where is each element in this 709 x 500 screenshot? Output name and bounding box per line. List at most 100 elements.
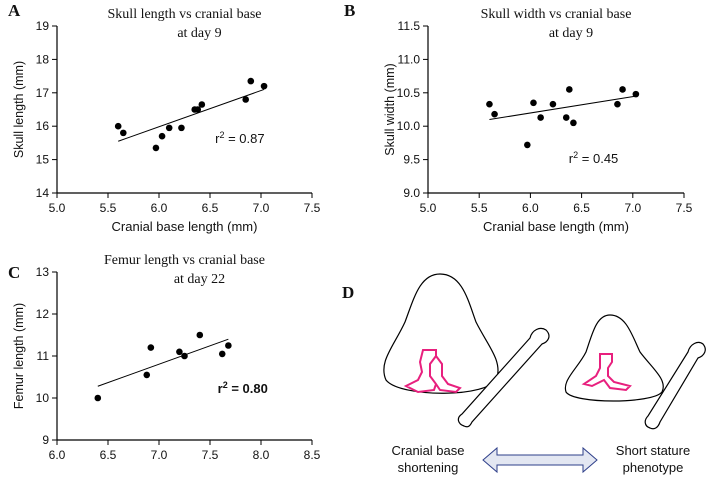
annotation-part: = 0.87 <box>224 131 264 146</box>
x-tick-label: 6.5 <box>573 201 590 215</box>
point <box>562 114 570 121</box>
point <box>152 144 160 152</box>
annotation-part: 2 <box>219 130 224 140</box>
x-tick-label: 8.5 <box>304 448 321 462</box>
x-tick-label: 7.5 <box>304 201 321 215</box>
y-tick-label: 12 <box>36 307 50 321</box>
annotation-part: = 0.80 <box>228 381 268 396</box>
y-tick-label: 15 <box>36 153 50 167</box>
femur <box>457 327 550 428</box>
chart-title: Skull length vs cranial base <box>108 7 262 22</box>
panel-letter: A <box>8 1 21 20</box>
point <box>147 344 155 351</box>
annotation: r2 = 0.87 <box>215 130 264 146</box>
y-axis-label: Skull length (mm) <box>12 61 26 158</box>
point <box>566 86 573 93</box>
y-tick-label: 10.5 <box>397 86 421 100</box>
diagram-text: Cranial base <box>392 443 465 458</box>
x-tick-label: 6.0 <box>151 201 168 215</box>
point <box>524 141 531 149</box>
point <box>94 394 102 402</box>
y-tick-label: 9.5 <box>403 153 420 167</box>
annotation-part: 2 <box>223 380 228 390</box>
trendline <box>489 95 636 121</box>
diagram-text: phenotype <box>623 460 684 475</box>
x-tick-label: 7.0 <box>624 201 641 215</box>
chart-title: Femur length vs cranial base <box>104 253 265 268</box>
trendline <box>97 338 229 387</box>
point <box>194 106 202 113</box>
point <box>165 124 173 132</box>
point <box>530 99 537 107</box>
x-tick-label: 5.5 <box>100 201 117 215</box>
point <box>247 77 255 85</box>
x-tick-label: 5.0 <box>420 201 437 215</box>
y-tick-label: 18 <box>36 52 50 66</box>
double-arrow <box>482 446 598 474</box>
y-tick-label: 10 <box>36 391 50 405</box>
point <box>619 86 626 93</box>
x-tick-label: 5.5 <box>471 201 488 215</box>
point <box>196 331 204 339</box>
annotation: r2 = 0.45 <box>569 150 618 166</box>
y-tick-label: 16 <box>36 119 50 133</box>
y-tick-label: 11.5 <box>398 19 421 33</box>
point <box>486 100 493 108</box>
point <box>143 371 151 379</box>
point <box>181 352 188 360</box>
y-axis-label: Femur length (mm) <box>12 303 26 409</box>
x-axis-label: Cranial base length (mm) <box>112 219 258 234</box>
point <box>218 350 226 358</box>
point <box>176 348 183 356</box>
x-tick-label: 6.0 <box>522 201 539 215</box>
point <box>614 100 621 108</box>
y-tick-label: 9.0 <box>403 186 420 200</box>
annotation-part: 2 <box>573 150 578 160</box>
cranial-base <box>581 353 632 392</box>
annotation-part: r <box>218 381 223 396</box>
cranial-base <box>403 349 462 394</box>
chart-title: Skull width vs cranial base <box>481 7 632 22</box>
y-tick-label: 17 <box>36 86 50 100</box>
point <box>114 122 122 130</box>
y-tick-label: 11 <box>37 349 50 363</box>
femur <box>644 341 706 430</box>
point <box>491 110 498 118</box>
diagram-text: shortening <box>398 460 459 475</box>
y-tick-label: 9 <box>42 433 49 447</box>
annotation-part: = 0.45 <box>578 151 618 166</box>
point <box>178 124 185 132</box>
x-tick-label: 6.0 <box>49 448 66 462</box>
x-tick-label: 7.0 <box>151 448 168 462</box>
chart-title: at day 9 <box>549 26 593 41</box>
x-tick-label: 6.5 <box>202 201 219 215</box>
diagram-text: Short stature <box>616 443 690 458</box>
skull <box>383 273 499 394</box>
trendline <box>118 88 265 142</box>
panel-letter: D <box>342 283 354 302</box>
x-tick-label: 6.5 <box>100 448 117 462</box>
point <box>549 100 557 108</box>
chart-title: at day 9 <box>177 26 221 41</box>
y-axis-label: Skull width (mm) <box>383 63 397 155</box>
point <box>120 129 127 137</box>
y-tick-label: 14 <box>36 186 50 200</box>
y-tick-label: 13 <box>36 265 50 279</box>
panel-letter: B <box>344 1 355 20</box>
y-tick-label: 19 <box>36 19 50 33</box>
x-tick-label: 8.0 <box>253 448 270 462</box>
diagram: D Cranial base shortening Short stature … <box>342 273 706 475</box>
y-tick-label: 10.0 <box>397 119 421 133</box>
annotation: r2 = 0.80 <box>218 380 268 396</box>
point <box>225 342 232 349</box>
point <box>260 82 268 90</box>
annotation-part: r <box>215 131 220 146</box>
y-tick-label: 11.0 <box>398 52 421 66</box>
point <box>158 132 166 140</box>
x-tick-label: 5.0 <box>49 201 66 215</box>
x-tick-label: 7.0 <box>253 201 270 215</box>
x-axis-label: Cranial base length (mm) <box>483 219 629 234</box>
point <box>570 119 577 127</box>
point <box>632 90 640 98</box>
